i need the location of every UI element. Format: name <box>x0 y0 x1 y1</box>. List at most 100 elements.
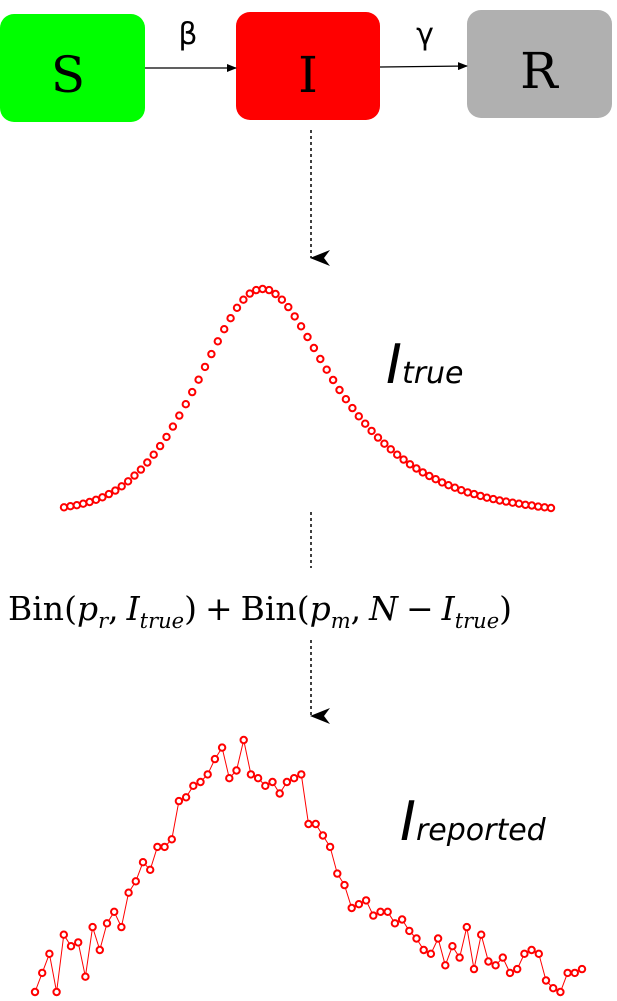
true-curve-point <box>181 400 191 409</box>
eq-open1: ( <box>64 589 77 628</box>
reported-curve-point <box>261 781 270 790</box>
reported-curve-point <box>66 942 76 951</box>
true-curve-point <box>98 493 107 502</box>
reported-curve-point <box>239 735 248 745</box>
reported-curve-point <box>419 945 428 955</box>
true-curve-point <box>226 314 235 323</box>
reported-curve-point <box>311 819 320 829</box>
eq-p2-sub: m <box>331 609 351 633</box>
reported-curve-point <box>110 907 119 916</box>
true-curve-point <box>341 395 351 404</box>
eq-plus: + <box>205 589 233 628</box>
eq-bin1-name: Bin <box>8 589 64 628</box>
compartment-i-label: I <box>298 46 318 104</box>
eq-comma1: , <box>108 589 119 628</box>
reported-curve-point <box>52 987 61 997</box>
true-curve-point <box>303 332 312 342</box>
reported-curve-point <box>469 964 479 974</box>
true-curve-point <box>66 502 75 511</box>
true-curve-point <box>155 441 165 451</box>
reported-curve-point <box>153 842 162 852</box>
true-curve-point <box>111 486 120 495</box>
reported-curve-point <box>246 770 256 779</box>
reported-curve-point <box>74 938 83 947</box>
reported-curve-point <box>448 942 457 951</box>
compartment-i-box <box>236 12 380 120</box>
true-label-sub: true <box>402 356 464 391</box>
compartment-s-label: S <box>51 46 85 104</box>
compartment-s: S <box>0 14 145 122</box>
true-curve-point <box>348 403 357 413</box>
true-curve-point <box>534 502 543 511</box>
true-curve-point <box>495 496 504 505</box>
true-curve-point <box>277 295 287 304</box>
eq-close1: ) <box>184 589 197 628</box>
reported-curve-point <box>117 922 126 932</box>
reported-curve-point <box>275 789 284 798</box>
eq-i2: I <box>441 589 456 628</box>
reported-curve-point <box>397 915 407 924</box>
true-label-main: I <box>386 333 402 396</box>
reported-curve-point <box>462 922 471 932</box>
compartment-s-box <box>0 14 145 122</box>
reported-curve-point <box>138 858 148 867</box>
compartment-r: R <box>467 10 612 118</box>
true-curve-point <box>162 432 171 442</box>
reported-curve-line <box>34 739 583 993</box>
reported-curve-point <box>59 930 68 939</box>
recovery-arrow <box>379 62 468 71</box>
true-curve-point <box>508 498 517 507</box>
true-curve-point <box>194 375 203 384</box>
observation-equation: Bin(pr, Itrue) + Bin(pm, N − Itrue) <box>8 589 512 633</box>
true-curve-point <box>188 387 197 397</box>
true-curve-point <box>220 325 229 334</box>
true-curve-point <box>546 503 556 513</box>
reported-curve-point <box>390 919 400 928</box>
reported-curve-point <box>38 968 47 978</box>
reported-curve-point <box>484 957 493 966</box>
reported-curve-point <box>477 930 486 939</box>
reported-curve <box>30 735 587 997</box>
reported-curve-point <box>95 945 105 955</box>
true-curve-point <box>239 295 248 304</box>
true-curve-point <box>425 471 434 481</box>
gamma-label: γ <box>416 17 434 52</box>
true-curve-point <box>380 439 389 448</box>
true-curve-point <box>521 500 530 509</box>
reported-curve-point <box>405 926 414 936</box>
reported-curve-point <box>181 793 191 802</box>
reported-curve-point <box>124 888 133 897</box>
reported-curve-point <box>570 968 579 978</box>
true-curve-point <box>130 471 139 480</box>
reported-curve-point <box>167 835 177 844</box>
reported-curve-point <box>325 842 335 852</box>
reported-curve-point <box>189 781 198 790</box>
true-curve-point <box>232 303 242 312</box>
true-curve-point <box>200 362 210 372</box>
reported-curve-point <box>81 972 90 981</box>
reported-curve-point <box>253 774 263 783</box>
compartment-r-box <box>467 10 612 118</box>
true-curve-point <box>59 503 69 512</box>
reported-curve-point <box>491 961 500 970</box>
true-curve-point <box>367 426 376 436</box>
true-curve-point <box>213 337 223 346</box>
reported-curve-point <box>426 949 436 958</box>
reported-curve-point <box>340 880 349 890</box>
reported-curve-point <box>289 774 299 783</box>
reported-curve-point <box>217 743 227 752</box>
reported-curve-point <box>268 777 277 787</box>
reported-curve-point <box>577 964 587 974</box>
eq-i1-sub: true <box>140 609 184 633</box>
true-curve-point <box>271 289 280 299</box>
reported-curve-point <box>210 754 220 764</box>
true-curve-point <box>437 478 447 487</box>
true-curve-point <box>136 465 146 474</box>
reported-curve-point <box>527 945 536 955</box>
reported-curve-point <box>347 903 356 913</box>
true-label: Itrue <box>386 333 464 396</box>
reported-curve-point <box>498 953 507 962</box>
reported-curve-point <box>549 984 558 993</box>
reported-curve-point <box>354 900 364 909</box>
reported-curve-point <box>174 796 184 806</box>
